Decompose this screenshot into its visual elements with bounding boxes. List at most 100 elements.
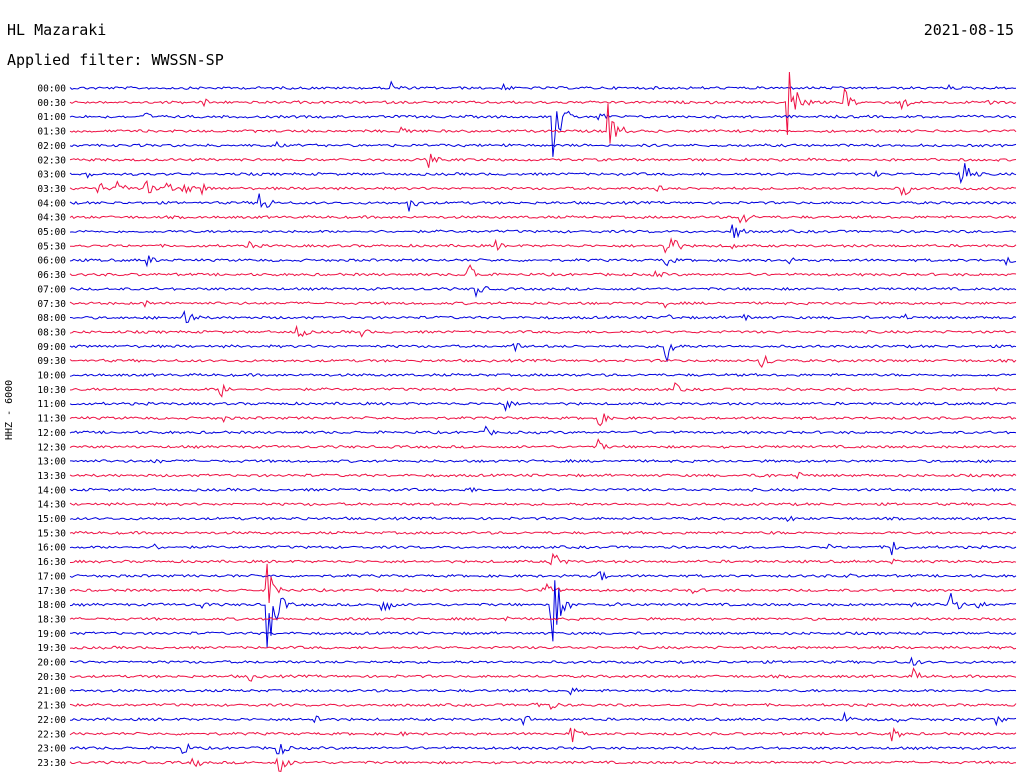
tick-label: 14:30 — [37, 500, 66, 511]
trace-line — [69, 702, 1017, 711]
trace-line — [69, 541, 1017, 556]
tick-label: 19:00 — [37, 629, 66, 640]
tick-label: 10:00 — [37, 371, 66, 382]
trace-line — [69, 530, 1017, 535]
trace-line — [69, 372, 1017, 378]
tick-label: 21:30 — [37, 701, 66, 712]
trace-line — [69, 214, 1017, 224]
tick-label: 12:00 — [37, 428, 66, 439]
trace-line — [69, 502, 1017, 507]
trace-line — [69, 71, 1017, 135]
trace-line — [69, 343, 1017, 362]
trace-line — [69, 382, 1016, 398]
tick-label: 01:00 — [37, 112, 66, 123]
trace-line — [69, 726, 1017, 743]
date-label: 2021-08-15 — [923, 21, 1014, 39]
trace-line — [69, 354, 1017, 368]
tick-label: 00:00 — [37, 84, 66, 95]
tick-label: 03:30 — [37, 184, 66, 195]
tick-label: 15:30 — [37, 528, 66, 539]
trace-line — [69, 616, 1017, 622]
trace-line — [69, 324, 1017, 338]
tick-label: 17:30 — [37, 586, 66, 597]
filter-label: Applied filter: WWSSN-SP — [7, 51, 224, 69]
trace-line — [69, 711, 1017, 727]
trace-line — [70, 458, 1017, 464]
tick-label: 23:30 — [37, 758, 66, 769]
trace-line — [69, 103, 1017, 144]
trace-line — [69, 163, 1017, 185]
tick-labels: 00:00 00:30 01:00 01:30 02:00 02:30 03:00 03:30… — [37, 84, 66, 769]
tick-label: 09:00 — [37, 342, 66, 353]
trace-line — [69, 153, 1017, 168]
tick-label: 16:30 — [37, 557, 66, 568]
tick-label: 10:30 — [37, 385, 66, 396]
trace-line — [69, 580, 1017, 648]
trace-line — [69, 110, 1017, 157]
tick-label: 08:30 — [37, 327, 66, 338]
tick-label: 14:00 — [37, 485, 66, 496]
tick-label: 07:00 — [37, 284, 66, 295]
trace-line — [69, 413, 1017, 427]
trace-group — [69, 71, 1017, 772]
trace-line — [69, 471, 1017, 480]
tick-label: 20:00 — [37, 658, 66, 669]
trace-line — [69, 687, 1017, 696]
trace-line — [69, 193, 1017, 212]
tick-label: 16:00 — [37, 543, 66, 554]
tick-label: 13:30 — [37, 471, 66, 482]
tick-label: 09:30 — [37, 356, 66, 367]
tick-label: 07:30 — [37, 299, 66, 310]
tick-label: 18:30 — [37, 614, 66, 625]
trace-line — [69, 400, 1017, 412]
tick-label: 11:30 — [37, 414, 66, 425]
trace-line — [69, 299, 1017, 309]
tick-label: 00:30 — [37, 98, 66, 109]
tick-label: 02:00 — [37, 141, 66, 152]
tick-label: 20:30 — [37, 672, 66, 683]
tick-label: 05:00 — [37, 227, 66, 238]
tick-label: 22:30 — [37, 729, 66, 740]
trace-line — [69, 224, 1017, 239]
trace-line — [69, 563, 1017, 604]
trace-line — [69, 425, 1017, 436]
tick-label: 06:30 — [37, 270, 66, 281]
tick-label: 22:00 — [37, 715, 66, 726]
trace-line — [69, 631, 1017, 636]
trace-line — [70, 552, 1017, 566]
tick-label: 02:30 — [37, 155, 66, 166]
trace-line — [69, 742, 1017, 755]
tick-label: 03:00 — [37, 170, 66, 181]
tick-label: 01:30 — [37, 127, 66, 138]
trace-line — [69, 237, 1017, 254]
tick-label: 12:30 — [37, 442, 66, 453]
tick-label: 04:00 — [37, 198, 66, 209]
tick-label: 18:00 — [37, 600, 66, 611]
tick-label: 05:30 — [37, 241, 66, 252]
tick-label: 23:00 — [37, 744, 66, 755]
tick-label: 11:00 — [37, 399, 66, 410]
trace-line — [69, 757, 1017, 772]
trace-line — [69, 80, 1017, 91]
tick-label: 04:30 — [37, 213, 66, 224]
tick-label: 19:30 — [37, 643, 66, 654]
tick-label: 08:00 — [37, 313, 66, 324]
tick-label: 21:00 — [37, 686, 66, 697]
trace-line — [69, 656, 1017, 666]
trace-line — [69, 140, 1017, 148]
tick-label: 15:00 — [37, 514, 66, 525]
trace-line — [69, 255, 1017, 268]
trace-line — [69, 309, 1017, 324]
tick-label: 06:00 — [37, 256, 66, 267]
trace-line — [69, 570, 1017, 581]
trace-line — [69, 487, 1017, 493]
tick-label: 17:00 — [37, 571, 66, 582]
trace-line — [69, 264, 1017, 278]
trace-line — [69, 645, 1017, 650]
station-title: HL Mazaraki — [7, 21, 107, 39]
trace-line — [69, 667, 1017, 682]
tick-label: 13:00 — [37, 457, 66, 468]
trace-line — [69, 286, 1017, 299]
trace-line — [69, 515, 1017, 522]
